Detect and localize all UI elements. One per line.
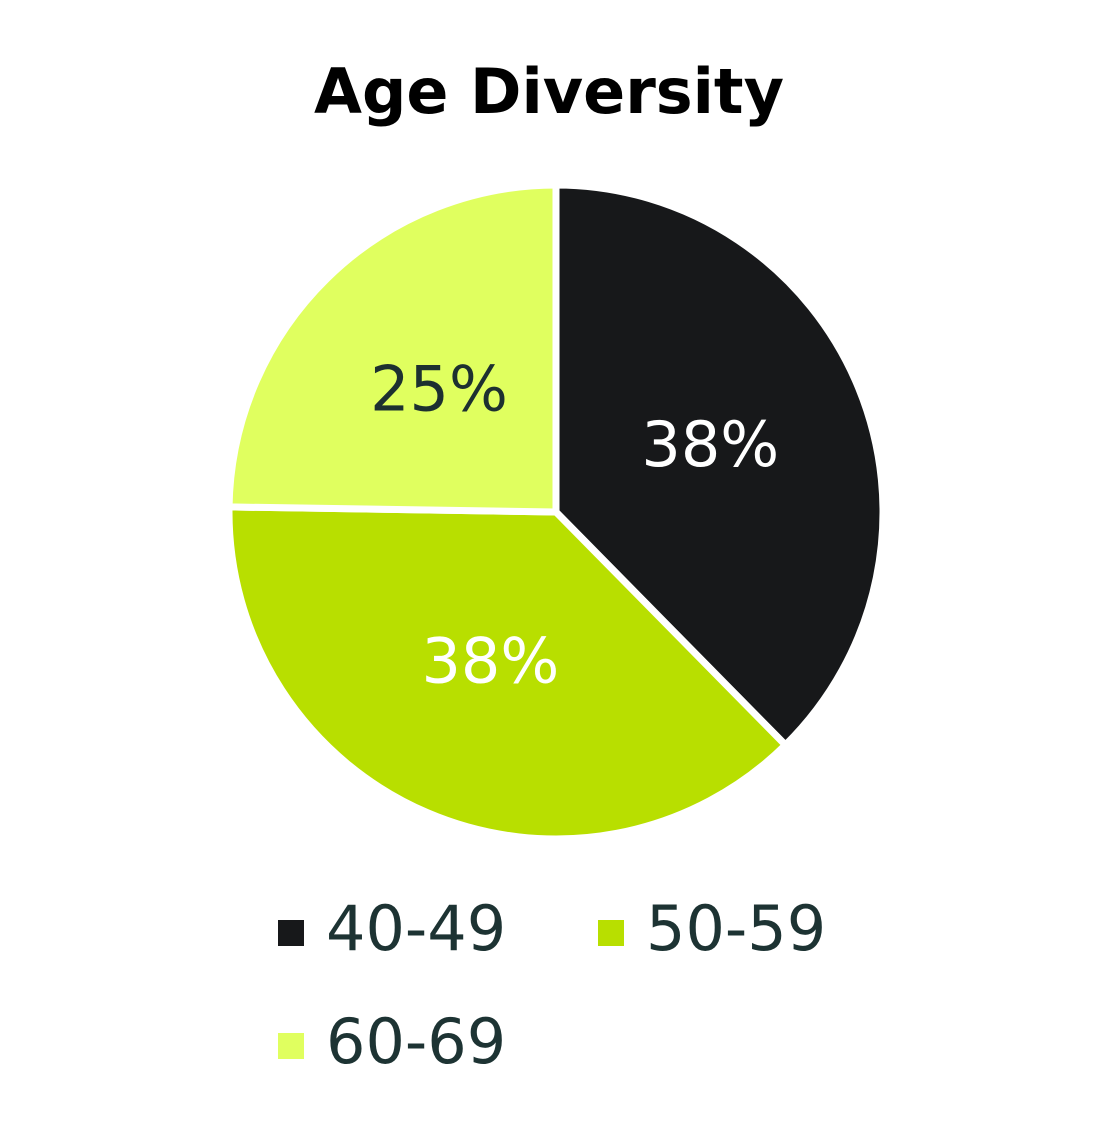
slice-label: 38% (421, 624, 559, 697)
legend-label: 60-69 (326, 1005, 506, 1078)
pie-slice (225, 503, 789, 843)
legend-swatch (278, 1033, 304, 1059)
legend-label: 50-59 (646, 892, 826, 965)
legend-swatch (278, 920, 304, 946)
slice-label: 25% (370, 352, 508, 425)
legend-label: 40-49 (326, 892, 506, 965)
pie-slice (225, 181, 560, 516)
legend-swatch (598, 920, 624, 946)
slice-label: 38% (641, 408, 779, 481)
chart-title: Age Diversity (314, 55, 784, 128)
pie-slice (552, 181, 887, 749)
